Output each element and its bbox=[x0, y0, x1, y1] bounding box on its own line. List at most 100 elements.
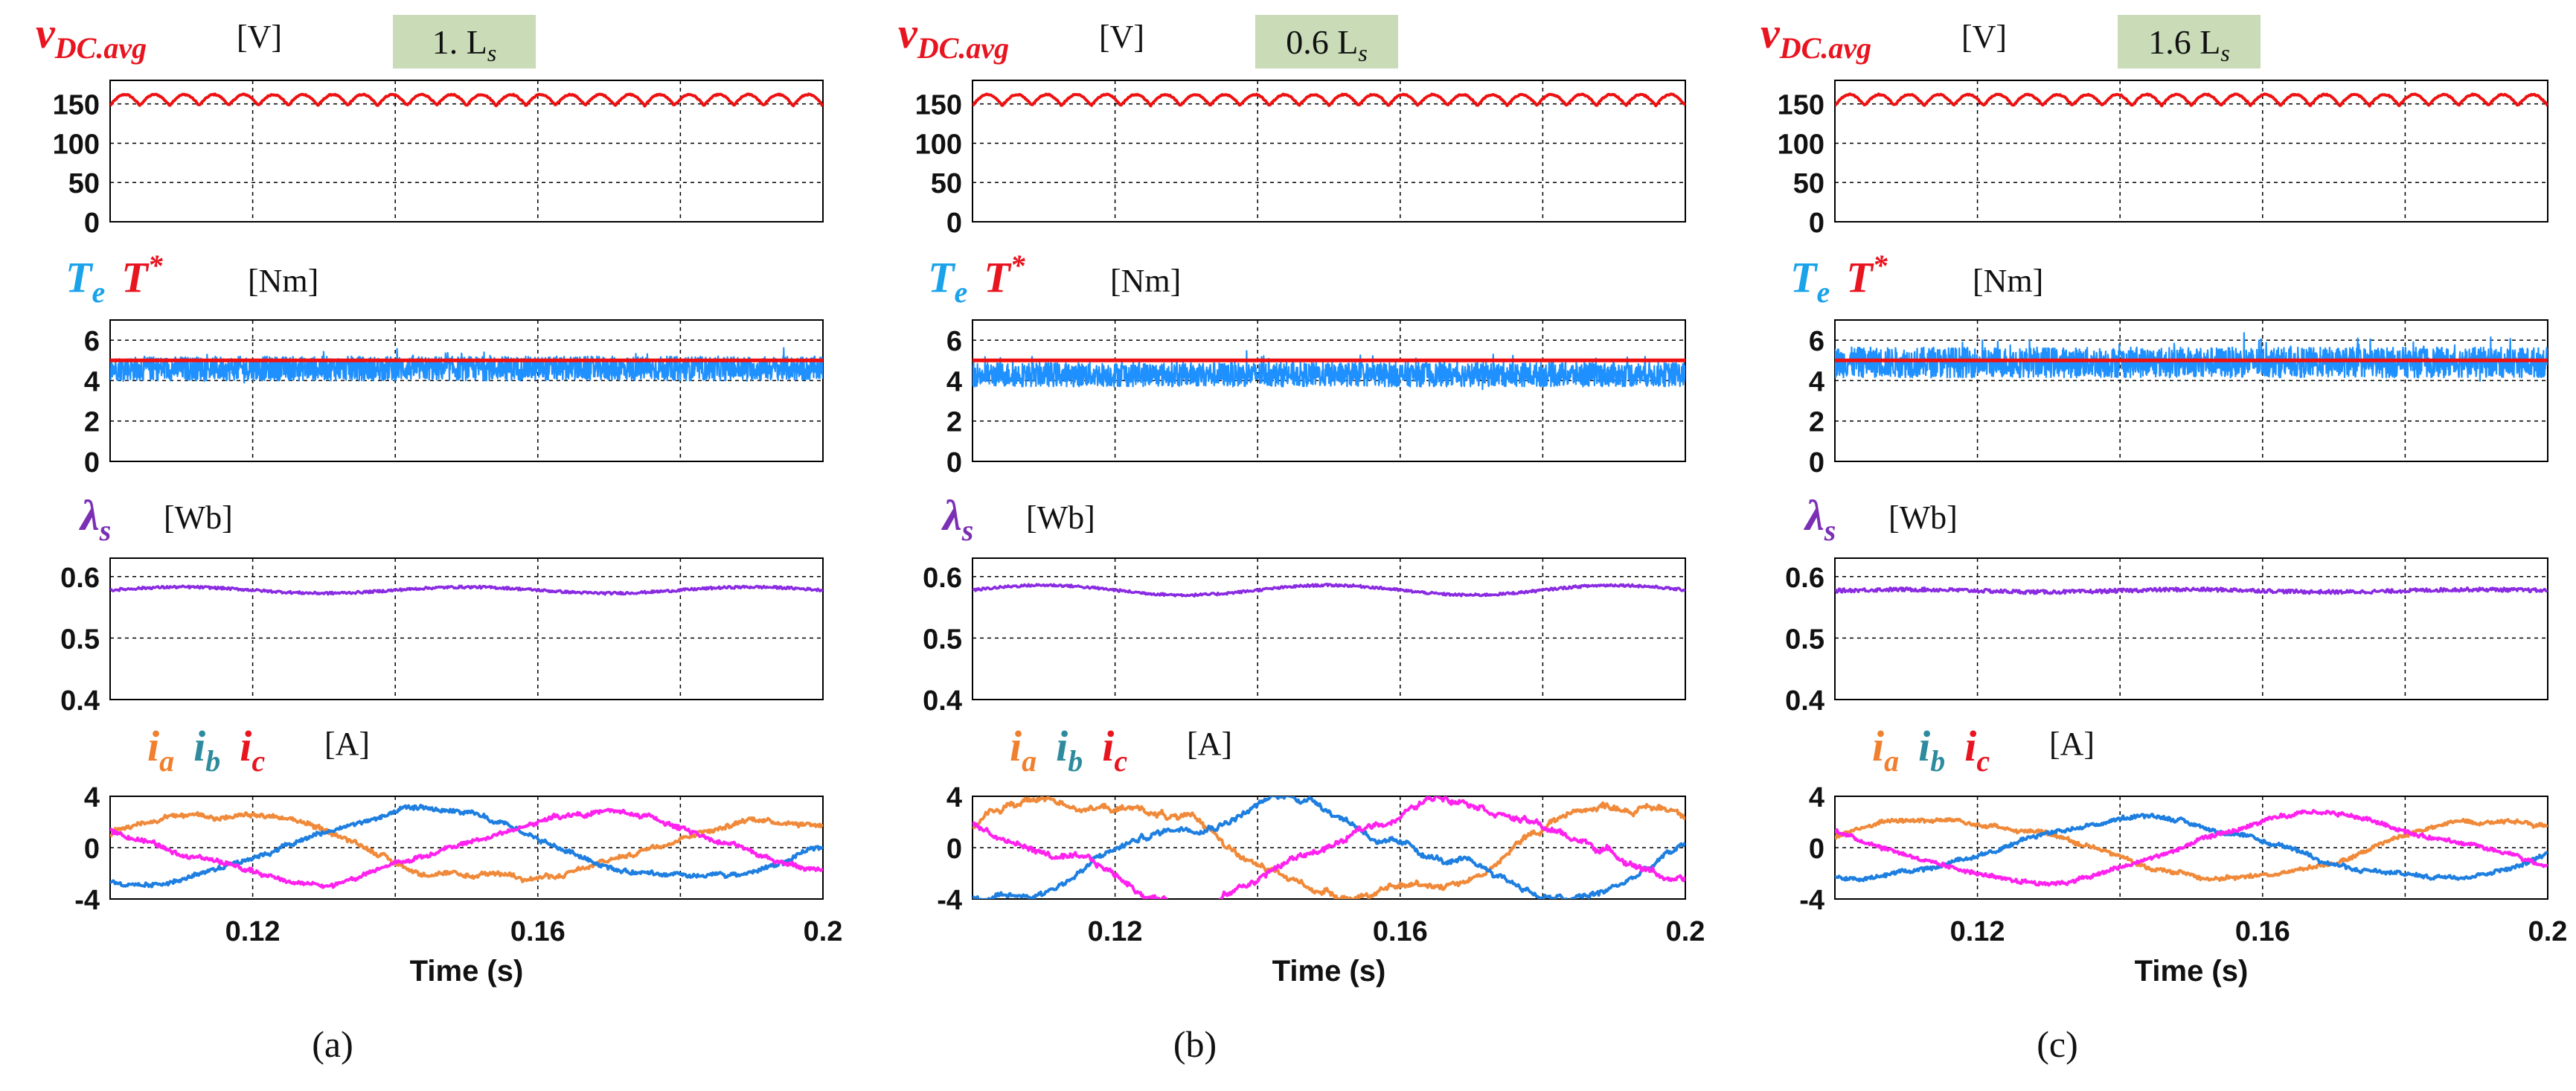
subfigure-label: (c) bbox=[2037, 1023, 2078, 1065]
subplot-flux: 0.4 0.5 0.6 bbox=[923, 557, 1686, 717]
y-tick-label: 2 bbox=[1809, 407, 1824, 438]
label-flux: λs bbox=[941, 491, 973, 547]
label-ia-sub: a bbox=[159, 744, 174, 778]
title-badge-label: 1.6 Ls bbox=[2148, 23, 2230, 66]
y-tick-label: 0 bbox=[84, 834, 100, 865]
plot-frame bbox=[109, 80, 824, 223]
series-lambda-s bbox=[1835, 586, 2548, 595]
badge-text: 0.6 L bbox=[1286, 23, 1358, 61]
label-te-sub: e bbox=[1816, 275, 1830, 309]
label-ib: i bbox=[193, 722, 205, 770]
series-vdc bbox=[973, 92, 1685, 108]
series-ib bbox=[973, 796, 1685, 899]
y-tick-label: 0 bbox=[84, 208, 100, 239]
label-ia-sub: a bbox=[1022, 744, 1037, 778]
series-ia bbox=[110, 810, 823, 883]
x-axis-label: Time (s) bbox=[2135, 955, 2249, 988]
title-badge bbox=[1255, 15, 1398, 68]
label-vdc-unit: [V] bbox=[237, 19, 282, 55]
subplot-vdc: 0 50 100 150 bbox=[1778, 80, 2548, 239]
label-tstar-main: T bbox=[121, 253, 150, 301]
label-tstar-sup: * bbox=[148, 249, 164, 282]
y-tick-label: 100 bbox=[915, 129, 962, 160]
y-tick-label: 50 bbox=[931, 168, 962, 199]
y-tick-label: 4 bbox=[946, 366, 962, 397]
y-tick-label: 50 bbox=[68, 168, 100, 199]
y-tick-label: 0 bbox=[946, 447, 962, 479]
label-ic: i bbox=[240, 722, 251, 770]
x-tick-label: 0.12 bbox=[1950, 916, 2005, 947]
subplot-torque: 0 2 4 6 bbox=[1809, 319, 2548, 479]
x-tick-label: 0.12 bbox=[225, 916, 281, 947]
label-flux: λs bbox=[79, 491, 111, 547]
label-flux-sub: s bbox=[99, 513, 112, 547]
subplot-flux: 0.4 0.5 0.6 bbox=[1785, 557, 2548, 717]
label-currents: ia ib ic bbox=[147, 722, 265, 778]
label-vdc-main: v bbox=[1760, 9, 1781, 57]
plot-frame bbox=[1834, 796, 2548, 900]
label-ic: i bbox=[1964, 722, 1976, 770]
y-tick-label: 4 bbox=[1809, 366, 1824, 397]
y-tick-label: 0.5 bbox=[1785, 624, 1824, 655]
label-flux-sub: s bbox=[961, 513, 974, 547]
x-tick-label: 0.16 bbox=[510, 916, 565, 947]
y-tick-label: 100 bbox=[1778, 129, 1824, 160]
label-vdc-unit: [V] bbox=[1099, 19, 1144, 55]
subplot-vdc: 0 50 100 150 bbox=[53, 80, 824, 239]
x-axis-label: Time (s) bbox=[410, 955, 524, 988]
label-vdc-unit: [V] bbox=[1961, 19, 2007, 55]
subplot-current: -4 0 4 0.12 0.16 0.2 Time (s) bbox=[74, 782, 842, 988]
y-tick-label: 0 bbox=[946, 208, 962, 239]
label-currents-unit: [A] bbox=[1187, 726, 1232, 762]
label-ia: i bbox=[1872, 722, 1884, 770]
label-currents-unit: [A] bbox=[2049, 726, 2095, 762]
series-lambda-s bbox=[973, 582, 1685, 598]
label-tstar-main: T bbox=[1846, 253, 1874, 301]
label-ic: i bbox=[1102, 722, 1114, 770]
series-te bbox=[1835, 332, 2548, 382]
series-ic bbox=[1835, 809, 2548, 887]
subplot-torque: 0 2 4 6 bbox=[84, 319, 824, 479]
label-te-main: T bbox=[928, 253, 956, 301]
y-tick-label: 2 bbox=[946, 407, 962, 438]
x-tick-label: 0.12 bbox=[1088, 916, 1143, 947]
label-currents-unit: [A] bbox=[324, 726, 370, 762]
label-torque-unit: [Nm] bbox=[1110, 263, 1181, 299]
badge-subscript: s bbox=[2220, 39, 2229, 66]
label-flux-main: λ bbox=[941, 491, 962, 540]
label-ia-sub: a bbox=[1884, 744, 1899, 778]
y-tick-label: 4 bbox=[1809, 782, 1824, 813]
x-tick-label: 0.16 bbox=[2235, 916, 2290, 947]
series-te bbox=[973, 350, 1685, 391]
y-tick-label: 4 bbox=[84, 782, 100, 813]
label-currents: ia ib ic bbox=[1010, 722, 1127, 778]
label-currents: ia ib ic bbox=[1872, 722, 1990, 778]
x-tick-label: 0.2 bbox=[1666, 916, 1705, 947]
series-ia bbox=[1835, 817, 2548, 883]
label-ia: i bbox=[147, 722, 159, 770]
label-ib: i bbox=[1918, 722, 1930, 770]
y-tick-label: 0 bbox=[946, 834, 962, 865]
series-ia bbox=[973, 796, 1685, 899]
y-tick-label: 0.5 bbox=[923, 624, 962, 655]
y-tick-label: 0 bbox=[1809, 834, 1824, 865]
label-vdc: vDC.avg bbox=[898, 9, 1009, 65]
y-tick-label: 150 bbox=[915, 90, 962, 121]
badge-text: 1. L bbox=[432, 23, 487, 61]
plot-frame bbox=[109, 557, 824, 700]
label-torque: Te T* bbox=[1790, 249, 1888, 309]
label-flux-sub: s bbox=[1824, 513, 1836, 547]
y-tick-label: 150 bbox=[53, 90, 100, 121]
label-vdc: vDC.avg bbox=[1760, 9, 1871, 65]
label-vdc-sub: DC.avg bbox=[54, 31, 147, 65]
label-torque: Te T* bbox=[928, 249, 1026, 309]
subfigure-label: (a) bbox=[312, 1023, 353, 1065]
label-torque: Te T* bbox=[65, 249, 164, 309]
subplot-torque: 0 2 4 6 bbox=[946, 319, 1686, 479]
x-axis-label: Time (s) bbox=[1272, 955, 1386, 988]
plot-frame bbox=[1834, 557, 2548, 700]
label-ic-sub: c bbox=[251, 744, 265, 778]
title-badge-label: 1. Ls bbox=[432, 23, 497, 66]
